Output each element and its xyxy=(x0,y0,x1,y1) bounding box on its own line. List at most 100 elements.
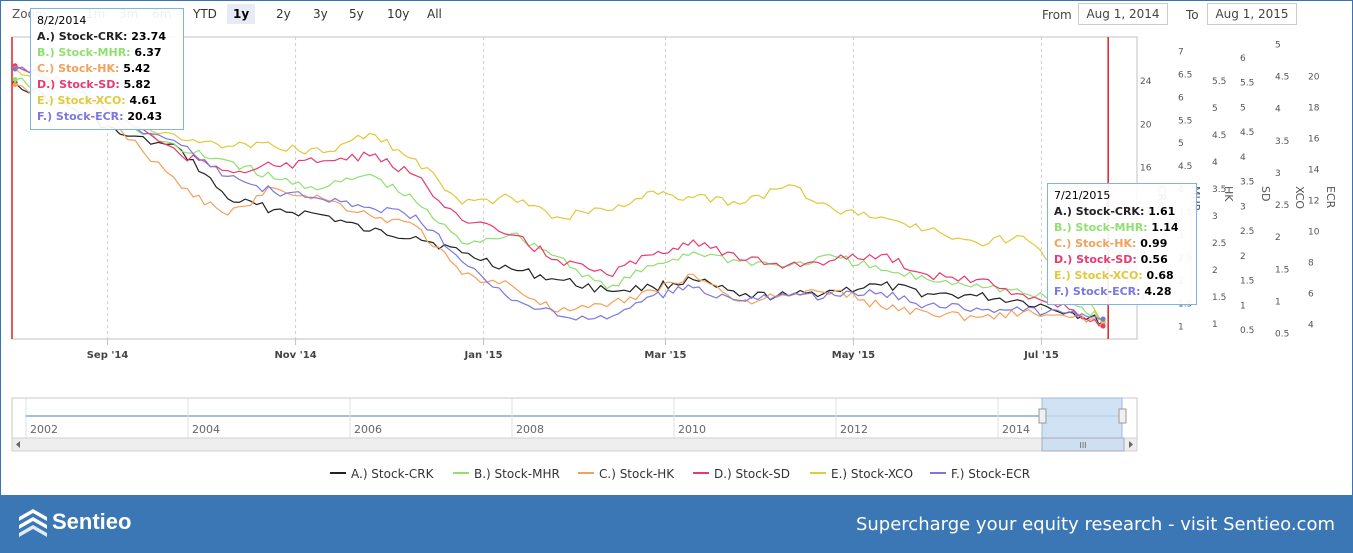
navigator-handle[interactable] xyxy=(1038,408,1047,424)
axis-mhr-tick-label: 5 xyxy=(1178,139,1184,149)
series-point xyxy=(12,77,18,83)
zoom-button-3y[interactable]: 3y xyxy=(313,7,328,21)
tooltip-start: 8/2/2014 A.) Stock-CRK: 23.74 B.) Stock-M… xyxy=(30,8,184,130)
legend-swatch xyxy=(693,471,709,474)
x-tick-label: Sep '14 xyxy=(87,350,129,361)
axis-hk-tick-label: 5.5 xyxy=(1212,77,1226,87)
axis-crk-tick-label: 24 xyxy=(1140,77,1152,87)
legend-label: B.) Stock-MHR xyxy=(474,467,560,481)
axis-sd-tick-label: 3.5 xyxy=(1240,178,1254,188)
navigator-year-label: 2014 xyxy=(1002,423,1030,436)
tooltip-series-name: D.) Stock-SD: xyxy=(1054,253,1141,266)
axis-title-sd: SD xyxy=(1259,186,1272,201)
tooltip-end: 7/21/2015 A.) Stock-CRK: 1.61 B.) Stock-M… xyxy=(1047,183,1197,305)
axis-sd-tick-label: 3 xyxy=(1240,202,1246,212)
axis-ecr-tick-label: 16 xyxy=(1308,135,1320,145)
tooltip-series-value: 1.14 xyxy=(1151,221,1179,234)
axis-xco-tick-label: 2 xyxy=(1275,233,1281,243)
tooltip-series-value: 5.42 xyxy=(123,62,151,75)
axis-title-ecr: ECR xyxy=(1324,186,1337,209)
zoom-button-5y[interactable]: 5y xyxy=(349,7,364,21)
axis-ecr-tick-label: 20 xyxy=(1308,73,1320,83)
axis-mhr-tick-label: 4.5 xyxy=(1178,162,1192,172)
axis-ecr-tick-label: 6 xyxy=(1308,290,1314,300)
axis-crk-tick-label: 20 xyxy=(1140,120,1152,130)
axis-title-hk: HK xyxy=(1222,186,1235,202)
x-tick-label: May '15 xyxy=(832,350,875,361)
brand-name[interactable]: Sentieo xyxy=(52,509,132,534)
axis-hk-tick-label: 4 xyxy=(1212,158,1218,168)
series-point xyxy=(12,66,18,72)
legend-item[interactable]: F.) Stock-ECR xyxy=(930,467,1030,483)
legend-item[interactable]: A.) Stock-CRK xyxy=(330,467,433,483)
axis-hk-tick-label: 3 xyxy=(1212,212,1218,222)
tooltip-series-value: 20.43 xyxy=(127,110,163,123)
axis-sd-tick-label: 1.5 xyxy=(1240,277,1254,287)
tooltip-series-name: C.) Stock-HK: xyxy=(37,62,124,75)
axis-hk-tick-label: 1.5 xyxy=(1212,293,1226,303)
tooltip-left-row: D.) Stock-SD: 5.82 xyxy=(37,77,177,93)
axis-ecr-tick-label: 12 xyxy=(1308,197,1319,207)
axis-xco-tick-label: 4.5 xyxy=(1275,73,1289,83)
navigator-year-label: 2010 xyxy=(678,423,706,436)
from-date-input[interactable]: Aug 1, 2014 xyxy=(1078,3,1168,25)
legend-swatch xyxy=(578,471,594,474)
navigator-handle[interactable] xyxy=(1118,408,1127,424)
scroll-left-arrow-icon[interactable] xyxy=(16,441,20,448)
footer-tagline[interactable]: Supercharge your equity research - visit… xyxy=(855,514,1335,535)
axis-hk-tick-label: 3.5 xyxy=(1212,185,1226,195)
tooltip-start-date: 8/2/2014 xyxy=(37,14,87,27)
from-label: From xyxy=(1042,8,1072,22)
chart-legend: A.) Stock-CRK B.) Stock-MHR C.) Stock-HK D.… xyxy=(0,467,1353,483)
axis-sd-tick-label: 6 xyxy=(1240,54,1246,64)
tooltip-left-row: A.) Stock-CRK: 23.74 xyxy=(37,29,177,45)
axis-xco-tick-label: 2.5 xyxy=(1275,201,1289,211)
legend-item[interactable]: C.) Stock-HK xyxy=(578,467,674,483)
legend-label: A.) Stock-CRK xyxy=(351,467,434,481)
scroll-right-arrow-icon[interactable] xyxy=(1129,441,1133,448)
axis-sd-tick-label: 4 xyxy=(1240,153,1246,163)
tooltip-series-name: B.) Stock-MHR: xyxy=(1054,221,1152,234)
legend-item[interactable]: B.) Stock-MHR xyxy=(453,467,560,483)
stock-chart: Sep '14 Nov '14 Jan '15 Mar '15 May '15 Jul '… xyxy=(11,36,1337,452)
axis-ecr-tick-label: 10 xyxy=(1308,228,1320,238)
tooltip-series-name: A.) Stock-CRK: xyxy=(37,30,132,43)
to-date-input[interactable]: Aug 1, 2015 xyxy=(1207,3,1297,25)
axis-ecr-tick-label: 4 xyxy=(1308,321,1314,331)
sentieo-logo-icon xyxy=(19,509,47,537)
zoom-button-1y[interactable]: 1y xyxy=(227,4,256,24)
axis-sd-tick-label: 4.5 xyxy=(1240,128,1254,138)
tooltip-series-value: 23.74 xyxy=(131,30,166,43)
to-label: To xyxy=(1186,8,1199,22)
axis-mhr-tick-label: 1 xyxy=(1178,322,1184,332)
legend-item[interactable]: D.) Stock-SD xyxy=(693,467,790,483)
legend-swatch xyxy=(453,471,469,474)
axis-xco-tick-label: 3 xyxy=(1275,169,1281,179)
navigator-scrollbar[interactable] xyxy=(11,437,1138,452)
tooltip-right-row: A.) Stock-CRK: 1.61 xyxy=(1054,204,1190,220)
tooltip-series-name: C.) Stock-HK: xyxy=(1054,237,1141,250)
axis-hk-tick-label: 2 xyxy=(1212,266,1218,276)
navigator-selection[interactable] xyxy=(1041,397,1123,439)
series-point xyxy=(1100,316,1106,322)
tooltip-series-value: 0.68 xyxy=(1146,269,1174,282)
zoom-button-all[interactable]: All xyxy=(427,7,442,21)
x-tick-label: Jul '15 xyxy=(1023,350,1059,361)
footer-banner: Sentieo Supercharge your equity research… xyxy=(0,495,1353,553)
zoom-button-2y[interactable]: 2y xyxy=(276,7,291,21)
axis-xco-tick-label: 5 xyxy=(1275,40,1281,50)
tooltip-right-row: C.) Stock-HK: 0.99 xyxy=(1054,236,1190,252)
zoom-button-ytd[interactable]: YTD xyxy=(193,7,217,21)
axis-mhr-tick-label: 5.5 xyxy=(1178,116,1192,126)
axis-xco-tick-label: 4 xyxy=(1275,105,1281,115)
axis-mhr-tick-label: 7 xyxy=(1178,48,1184,58)
legend-item[interactable]: E.) Stock-XCO xyxy=(810,467,913,483)
series-line xyxy=(14,82,1104,326)
axis-sd-tick-label: 2 xyxy=(1240,252,1246,262)
series-line xyxy=(14,65,1104,327)
axis-sd-tick-label: 2.5 xyxy=(1240,227,1254,237)
scrollbar-thumb[interactable] xyxy=(1041,437,1125,452)
axis-sd-tick-label: 5.5 xyxy=(1240,79,1254,89)
zoom-button-10y[interactable]: 10y xyxy=(387,7,410,21)
navigator-year-label: 2012 xyxy=(840,423,868,436)
